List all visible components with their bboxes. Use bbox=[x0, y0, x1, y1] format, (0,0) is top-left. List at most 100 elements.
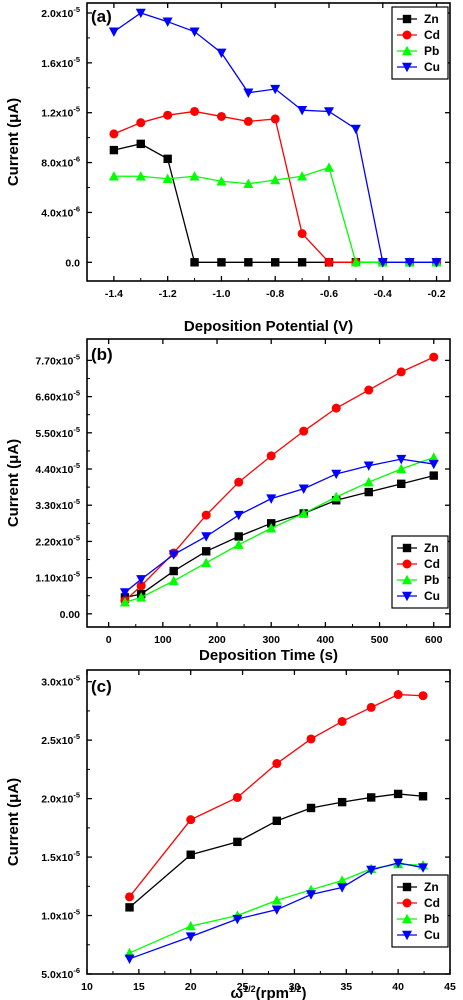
y-tick-label: 1.6x10-5 bbox=[41, 55, 80, 70]
data-point-zn bbox=[125, 903, 134, 912]
data-point-pb bbox=[298, 508, 309, 518]
data-point-pb bbox=[271, 895, 282, 905]
legend-marker-zn bbox=[402, 882, 412, 892]
x-tick-label: 200 bbox=[208, 634, 226, 646]
data-point-cu bbox=[189, 27, 200, 37]
y-tick-label: 5.50x10-5 bbox=[35, 425, 80, 440]
y-tick-label: 1.5x10-5 bbox=[41, 849, 80, 864]
legend-label-cu: Cu bbox=[424, 928, 440, 942]
data-point-zn bbox=[418, 792, 428, 801]
data-point-pb bbox=[108, 171, 119, 181]
x-tick-label: -0.2 bbox=[428, 288, 446, 300]
y-tick-label: 4.0x10-6 bbox=[41, 204, 80, 219]
chart-panel-3: 10 15 20 25 30 35 40 45 5.0x10-6 1.0x10-5 1.5x10-5… bbox=[5, 669, 456, 1000]
x-tick-label: 400 bbox=[317, 634, 335, 646]
data-point-cd bbox=[299, 426, 309, 436]
data-point-cu bbox=[418, 863, 429, 873]
chart-panel-2: 0 100 200 300 400 500 600 0.00 1.10x10-5 2.20x10-… bbox=[5, 338, 451, 664]
data-point-pb bbox=[396, 463, 407, 474]
data-point-cd bbox=[297, 229, 307, 239]
data-point-zn bbox=[217, 258, 226, 267]
y-tick-label: 1.10x10-5 bbox=[35, 570, 80, 585]
data-point-zn bbox=[393, 789, 403, 799]
x-tick-label: 100 bbox=[154, 634, 172, 646]
data-point-cu bbox=[363, 461, 374, 471]
data-point-pb bbox=[350, 257, 361, 267]
x-axis-title: Deposition Potential (V) bbox=[184, 318, 353, 335]
data-point-cd bbox=[163, 110, 173, 120]
data-point-pb bbox=[270, 174, 281, 185]
x-tick-label: -1.2 bbox=[159, 288, 177, 300]
legend-label-pb: Pb bbox=[424, 573, 439, 587]
series-line-cu bbox=[113, 12, 437, 263]
legend-marker-pb bbox=[402, 913, 412, 924]
data-point-cd bbox=[331, 403, 341, 413]
y-tick-label: 8.0x10-6 bbox=[41, 155, 80, 170]
data-point-zn bbox=[272, 816, 281, 826]
data-point-zn bbox=[109, 145, 119, 155]
data-point-zn bbox=[186, 850, 195, 859]
x-tick-label: -1.0 bbox=[212, 288, 230, 300]
y-tick-label: 7.70x10-5 bbox=[35, 352, 80, 367]
x-tick-label: 45 bbox=[444, 981, 456, 993]
data-point-pb bbox=[266, 523, 277, 533]
data-point-pb bbox=[136, 592, 147, 602]
y-tick-label: 5.0x10-6 bbox=[41, 966, 80, 981]
data-point-cd bbox=[396, 367, 406, 377]
data-point-zn bbox=[429, 471, 438, 480]
data-point-pb bbox=[331, 491, 342, 502]
y-tick-label: 0.00 bbox=[60, 609, 81, 621]
data-point-pb bbox=[162, 173, 173, 183]
data-point-pb bbox=[119, 597, 130, 607]
series-line-cd bbox=[124, 356, 435, 602]
x-tick-label: 35 bbox=[340, 981, 352, 993]
data-point-cd bbox=[429, 352, 439, 362]
data-point-cd bbox=[270, 114, 280, 124]
y-tick-label: 3.30x10-5 bbox=[35, 497, 80, 512]
legend-label-pb: Pb bbox=[424, 912, 439, 926]
y-tick-label: 0.0 bbox=[65, 257, 80, 269]
data-point-cd bbox=[190, 106, 200, 116]
data-point-cd bbox=[306, 734, 316, 744]
data-point-cu bbox=[331, 469, 342, 480]
legend-marker-pb bbox=[402, 45, 412, 56]
data-point-zn bbox=[169, 566, 178, 576]
x-axis-title: Deposition Time (s) bbox=[199, 647, 338, 664]
y-tick-label: 1.2x10-5 bbox=[41, 105, 80, 120]
data-point-cu bbox=[119, 588, 130, 598]
legend: Zn Cd Pb Cu bbox=[391, 535, 449, 609]
chart-panel-1: -1.4 -1.2 -1.0 -0.8 -0.6 -0.4 -0.2 0.0 4.0x10-6 8… bbox=[5, 2, 451, 335]
data-point-cu bbox=[108, 27, 119, 37]
data-point-pb bbox=[168, 575, 179, 586]
y-tick-label: 2.20x10-5 bbox=[35, 533, 80, 548]
x-tick-label: 10 bbox=[81, 981, 93, 993]
data-point-pb bbox=[297, 171, 308, 181]
legend-marker-pb bbox=[402, 574, 412, 585]
panel-label: (a) bbox=[91, 7, 112, 26]
data-point-zn bbox=[244, 258, 253, 267]
legend-label-cd: Cd bbox=[424, 557, 440, 571]
data-point-cu bbox=[243, 88, 254, 98]
data-point-cd bbox=[136, 581, 146, 591]
data-point-cu bbox=[306, 890, 317, 900]
data-point-cd bbox=[418, 691, 428, 701]
y-tick-label: 2.5x10-5 bbox=[41, 732, 80, 747]
y-tick-label: 2.0x10-5 bbox=[41, 791, 80, 806]
data-point-cd bbox=[232, 792, 242, 802]
legend-marker-zn bbox=[402, 14, 412, 24]
x-tick-label: -0.6 bbox=[320, 288, 338, 300]
data-point-cu bbox=[266, 494, 277, 504]
x-tick-label: 40 bbox=[392, 981, 404, 993]
data-point-cu bbox=[297, 106, 308, 116]
x-tick-label: 500 bbox=[371, 634, 389, 646]
data-point-cu bbox=[136, 575, 147, 585]
series-line-zn bbox=[124, 474, 434, 599]
legend-marker-cd bbox=[402, 898, 412, 908]
data-point-cu bbox=[162, 17, 173, 27]
data-point-pb bbox=[337, 875, 348, 885]
data-point-zn bbox=[190, 258, 199, 267]
data-point-pb bbox=[233, 539, 244, 549]
data-point-zn bbox=[364, 487, 373, 497]
data-point-cd bbox=[337, 716, 347, 726]
legend: Zn Cd Pb Cu bbox=[391, 6, 449, 80]
